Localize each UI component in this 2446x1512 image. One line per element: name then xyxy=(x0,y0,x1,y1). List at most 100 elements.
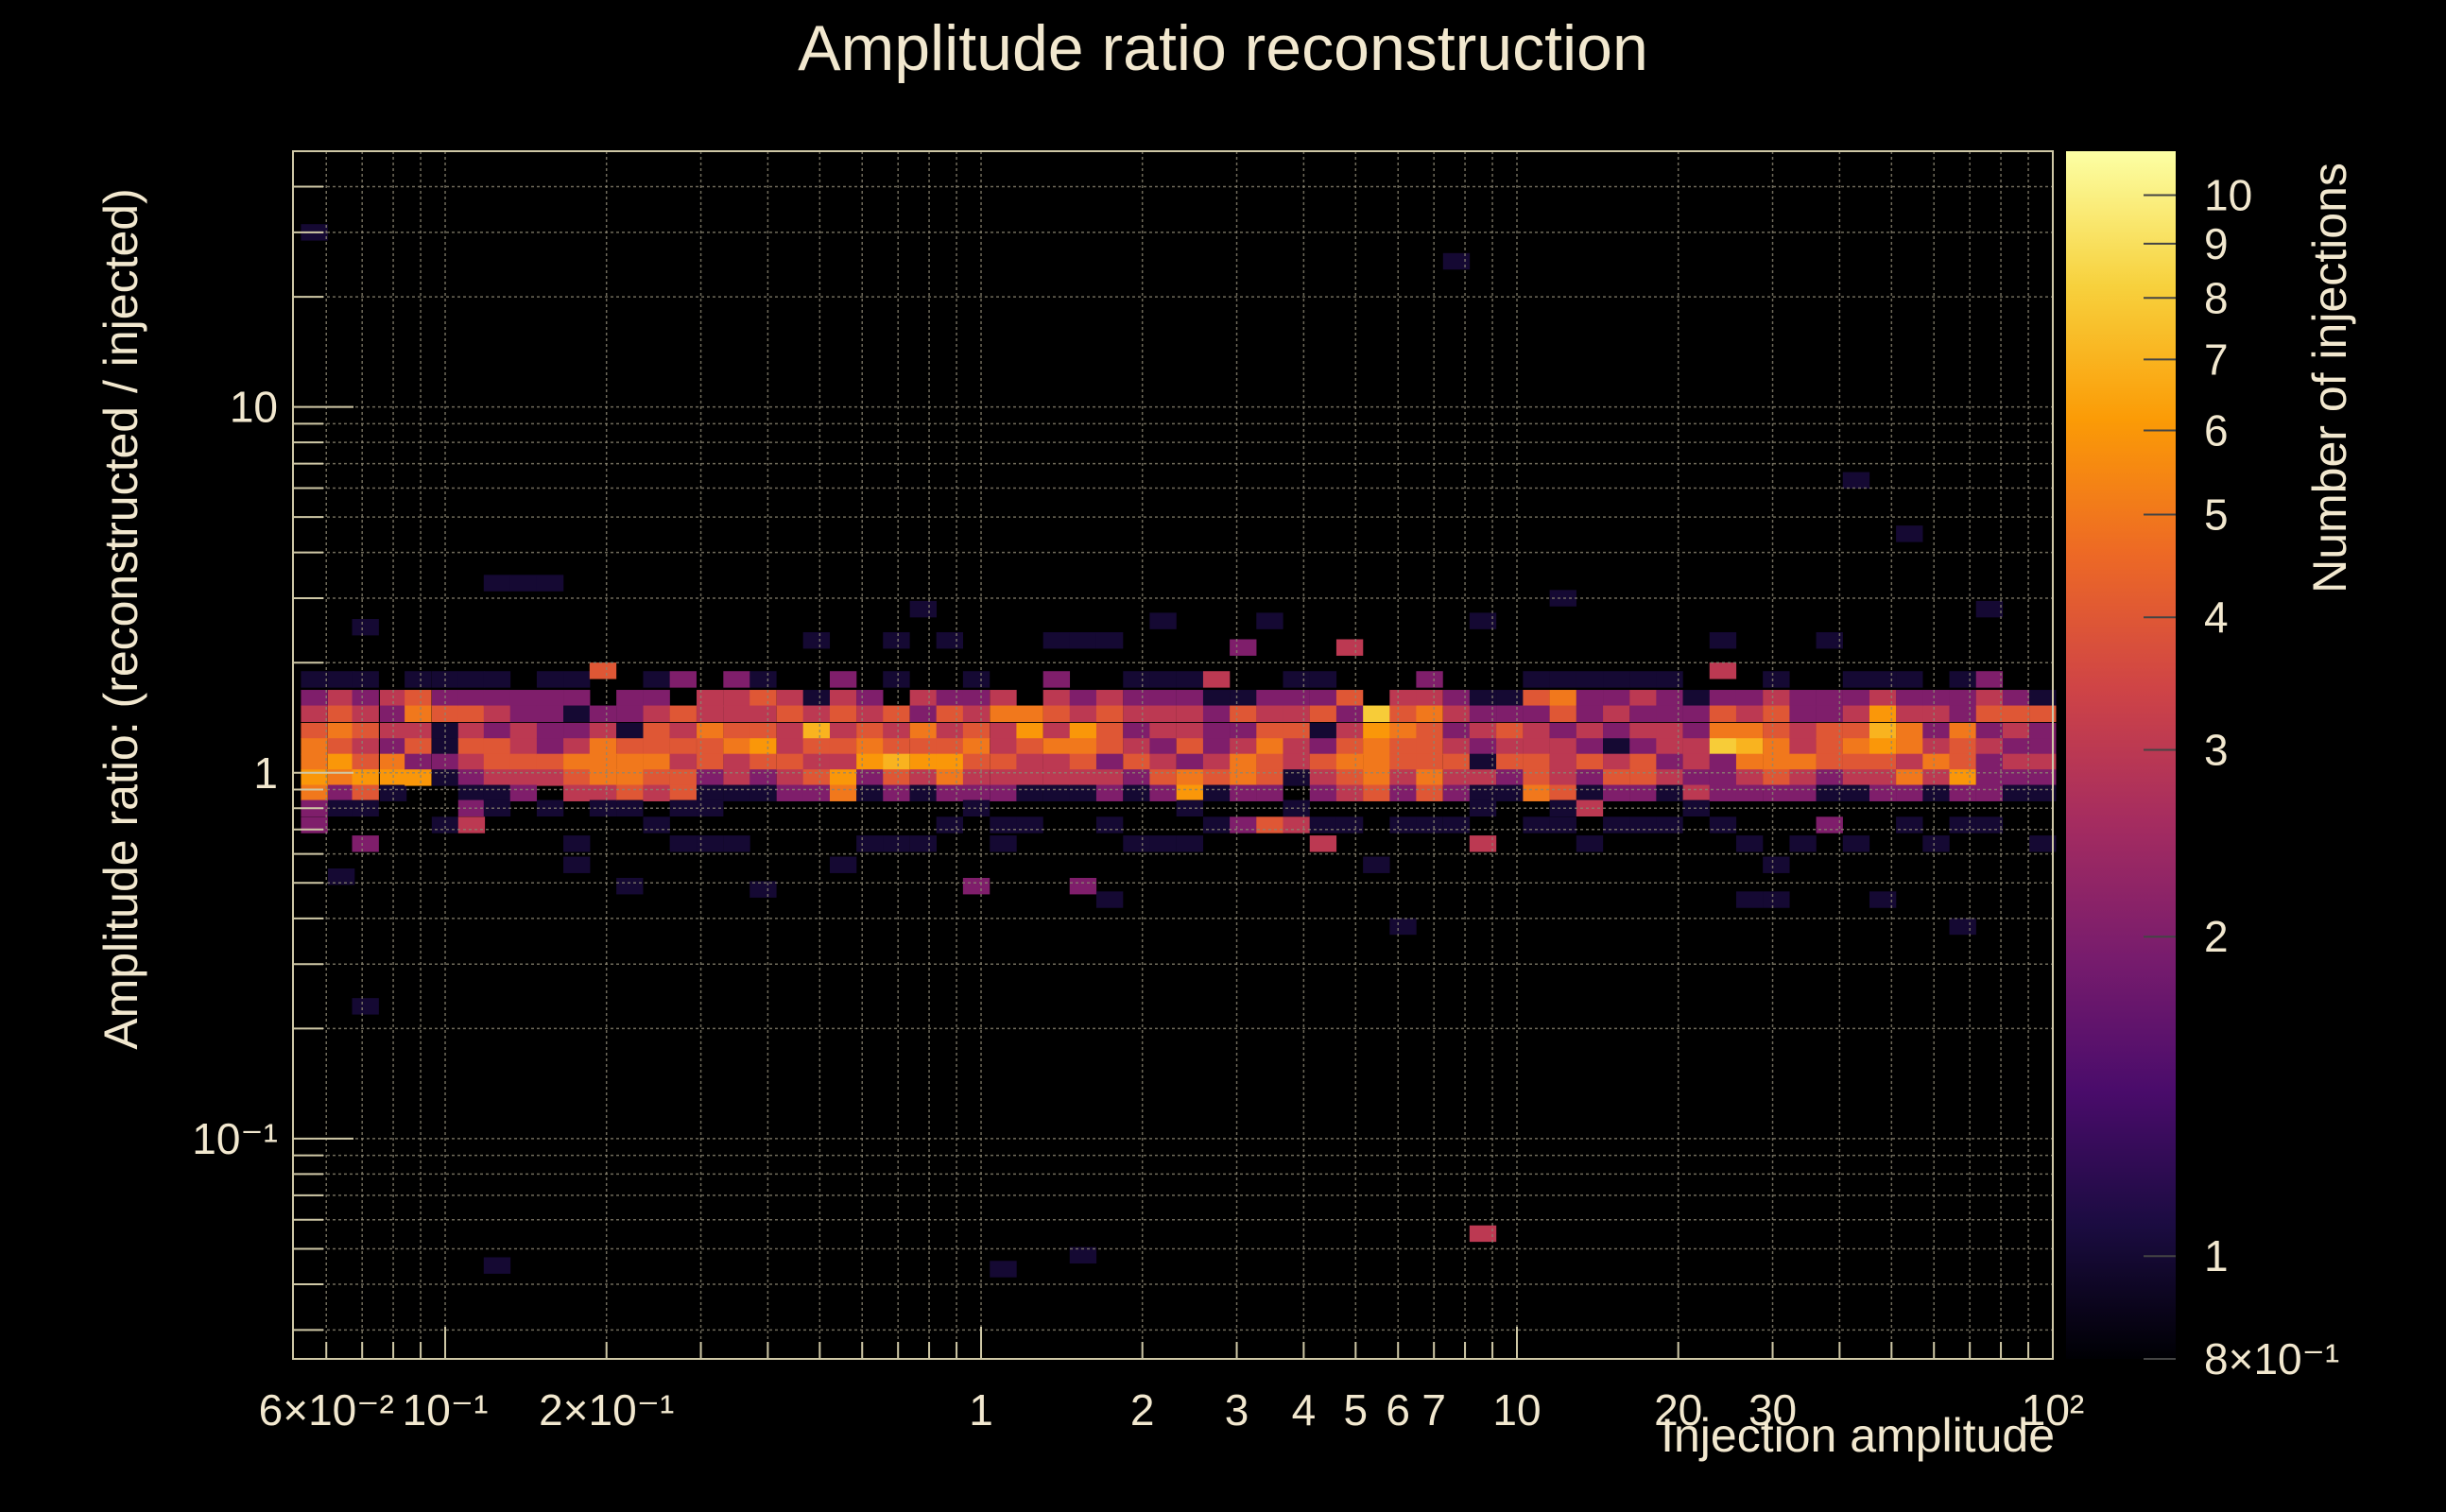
z-tick-label: 4 xyxy=(2204,593,2229,642)
heatmap-cell xyxy=(1230,705,1257,722)
heatmap-cell xyxy=(1335,639,1364,656)
heatmap-cell xyxy=(1363,722,1390,740)
heatmap-cell xyxy=(1549,705,1576,722)
heatmap-cell xyxy=(1256,816,1283,833)
heatmap-cell xyxy=(352,753,379,771)
heatmap-cell xyxy=(1149,612,1177,629)
heatmap-cell xyxy=(509,722,538,740)
heatmap-cell xyxy=(749,722,777,740)
heatmap-cell xyxy=(563,753,591,771)
heatmap-cell xyxy=(1469,753,1497,771)
heatmap-cell xyxy=(883,738,910,755)
x-axis-label: Injection amplitude xyxy=(1661,1409,2055,1462)
heatmap-cell xyxy=(327,799,355,816)
x-tick-label: 1 xyxy=(969,1385,993,1435)
heatmap-cell xyxy=(1069,1246,1097,1264)
heatmap-cell xyxy=(1469,722,1497,740)
heatmap-cell xyxy=(909,753,938,771)
heatmap-cell xyxy=(1789,784,1817,801)
heatmap-cell xyxy=(1469,769,1497,786)
heatmap-cell xyxy=(563,738,591,755)
heatmap-cell xyxy=(1149,738,1177,755)
heatmap-cell xyxy=(1230,639,1257,656)
heatmap-cell xyxy=(643,671,670,688)
heatmap-cell xyxy=(1816,722,1843,740)
heatmap-cell xyxy=(1149,784,1177,801)
heatmap-cell xyxy=(379,753,407,771)
heatmap-cell xyxy=(483,671,511,688)
heatmap-cell xyxy=(1416,816,1443,833)
heatmap-cell xyxy=(829,753,857,771)
heatmap-cell xyxy=(483,690,511,707)
heatmap-cell xyxy=(936,784,964,801)
heatmap-cell xyxy=(1123,784,1150,801)
heatmap-cell xyxy=(802,784,831,801)
heatmap-cell xyxy=(1069,722,1097,740)
heatmap-cell xyxy=(431,753,459,771)
heatmap-cell xyxy=(483,738,511,755)
heatmap-cell xyxy=(1949,918,1976,936)
heatmap-cell xyxy=(643,816,670,833)
heatmap-cell xyxy=(483,705,511,722)
heatmap-cell xyxy=(509,753,538,771)
heatmap-cell xyxy=(457,690,486,707)
heatmap-cell xyxy=(1603,769,1630,786)
heatmap-cell xyxy=(2029,769,2057,786)
heatmap-cell xyxy=(1549,671,1576,688)
heatmap-cell xyxy=(936,632,964,649)
heatmap-cell xyxy=(1230,722,1257,740)
heatmap-cell xyxy=(1816,769,1843,786)
heatmap-cell xyxy=(1042,705,1071,722)
heatmap-cell xyxy=(405,705,432,722)
heatmap-cell xyxy=(1975,671,2004,688)
heatmap-cell xyxy=(1922,690,1950,707)
heatmap-cell xyxy=(589,753,617,771)
heatmap-cell xyxy=(301,753,328,771)
heatmap-cell xyxy=(1735,753,1764,771)
y-axis: 10 1 10⁻¹ xyxy=(192,150,353,1332)
heatmap-cell xyxy=(1656,722,1683,740)
heatmap-cell xyxy=(829,690,857,707)
heatmap-cell xyxy=(1842,705,1870,722)
heatmap-cell xyxy=(1549,799,1576,816)
heatmap-cell xyxy=(1442,753,1471,771)
heatmap-cell xyxy=(1363,784,1390,801)
heatmap-cell xyxy=(643,738,670,755)
heatmap-cell xyxy=(723,738,750,755)
heatmap-cell xyxy=(1016,753,1043,771)
heatmap-cell xyxy=(563,690,591,707)
heatmap-cell xyxy=(829,671,857,688)
heatmap-cell xyxy=(1256,753,1283,771)
heatmap-cell xyxy=(1763,891,1790,908)
heatmap-cell xyxy=(563,856,591,873)
heatmap-cell xyxy=(1309,690,1337,707)
heatmap-cell xyxy=(1256,705,1283,722)
heatmap-cell xyxy=(1576,738,1604,755)
heatmap-cell xyxy=(1922,738,1950,755)
heatmap-cell xyxy=(1682,738,1710,755)
heatmap-cell xyxy=(483,753,511,771)
heatmap-cell xyxy=(1896,753,1923,771)
heatmap-cell xyxy=(776,769,804,786)
heatmap-cell xyxy=(405,722,432,740)
heatmap-cell xyxy=(1869,690,1897,707)
heatmap-cell xyxy=(1069,877,1097,895)
heatmap-cell xyxy=(563,722,591,740)
heatmap-cell xyxy=(723,671,750,688)
heatmap-cell xyxy=(352,705,379,722)
heatmap-cell xyxy=(1949,816,1976,833)
heatmap-cell xyxy=(749,738,777,755)
heatmap-cell xyxy=(1149,722,1177,740)
z-tick-label: 6 xyxy=(2204,406,2229,455)
heatmap-cell xyxy=(1176,769,1204,786)
heatmap-cell xyxy=(1335,784,1364,801)
heatmap-cell xyxy=(563,705,591,722)
heatmap-cell xyxy=(327,784,355,801)
heatmap-cell xyxy=(1389,769,1417,786)
heatmap-cell xyxy=(616,705,644,722)
heatmap-cell xyxy=(1576,835,1604,852)
heatmap-cell xyxy=(1016,722,1043,740)
heatmap-cell xyxy=(776,722,804,740)
heatmap-cell xyxy=(483,784,511,801)
heatmap-cell xyxy=(1496,690,1524,707)
